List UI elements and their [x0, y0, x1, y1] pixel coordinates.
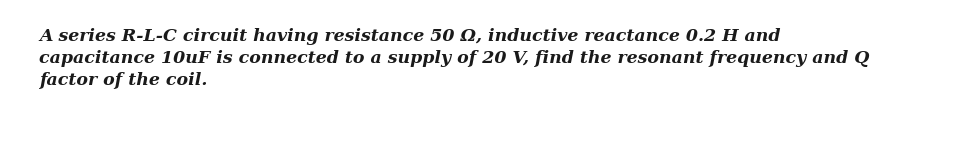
Text: capacitance 10uF is connected to a supply of 20 V, find the resonant frequency a: capacitance 10uF is connected to a suppl… — [39, 50, 870, 67]
Text: factor of the coil.: factor of the coil. — [39, 72, 207, 89]
Text: A series R-L-C circuit having resistance 50 Ω, inductive reactance 0.2 H and: A series R-L-C circuit having resistance… — [39, 28, 781, 45]
